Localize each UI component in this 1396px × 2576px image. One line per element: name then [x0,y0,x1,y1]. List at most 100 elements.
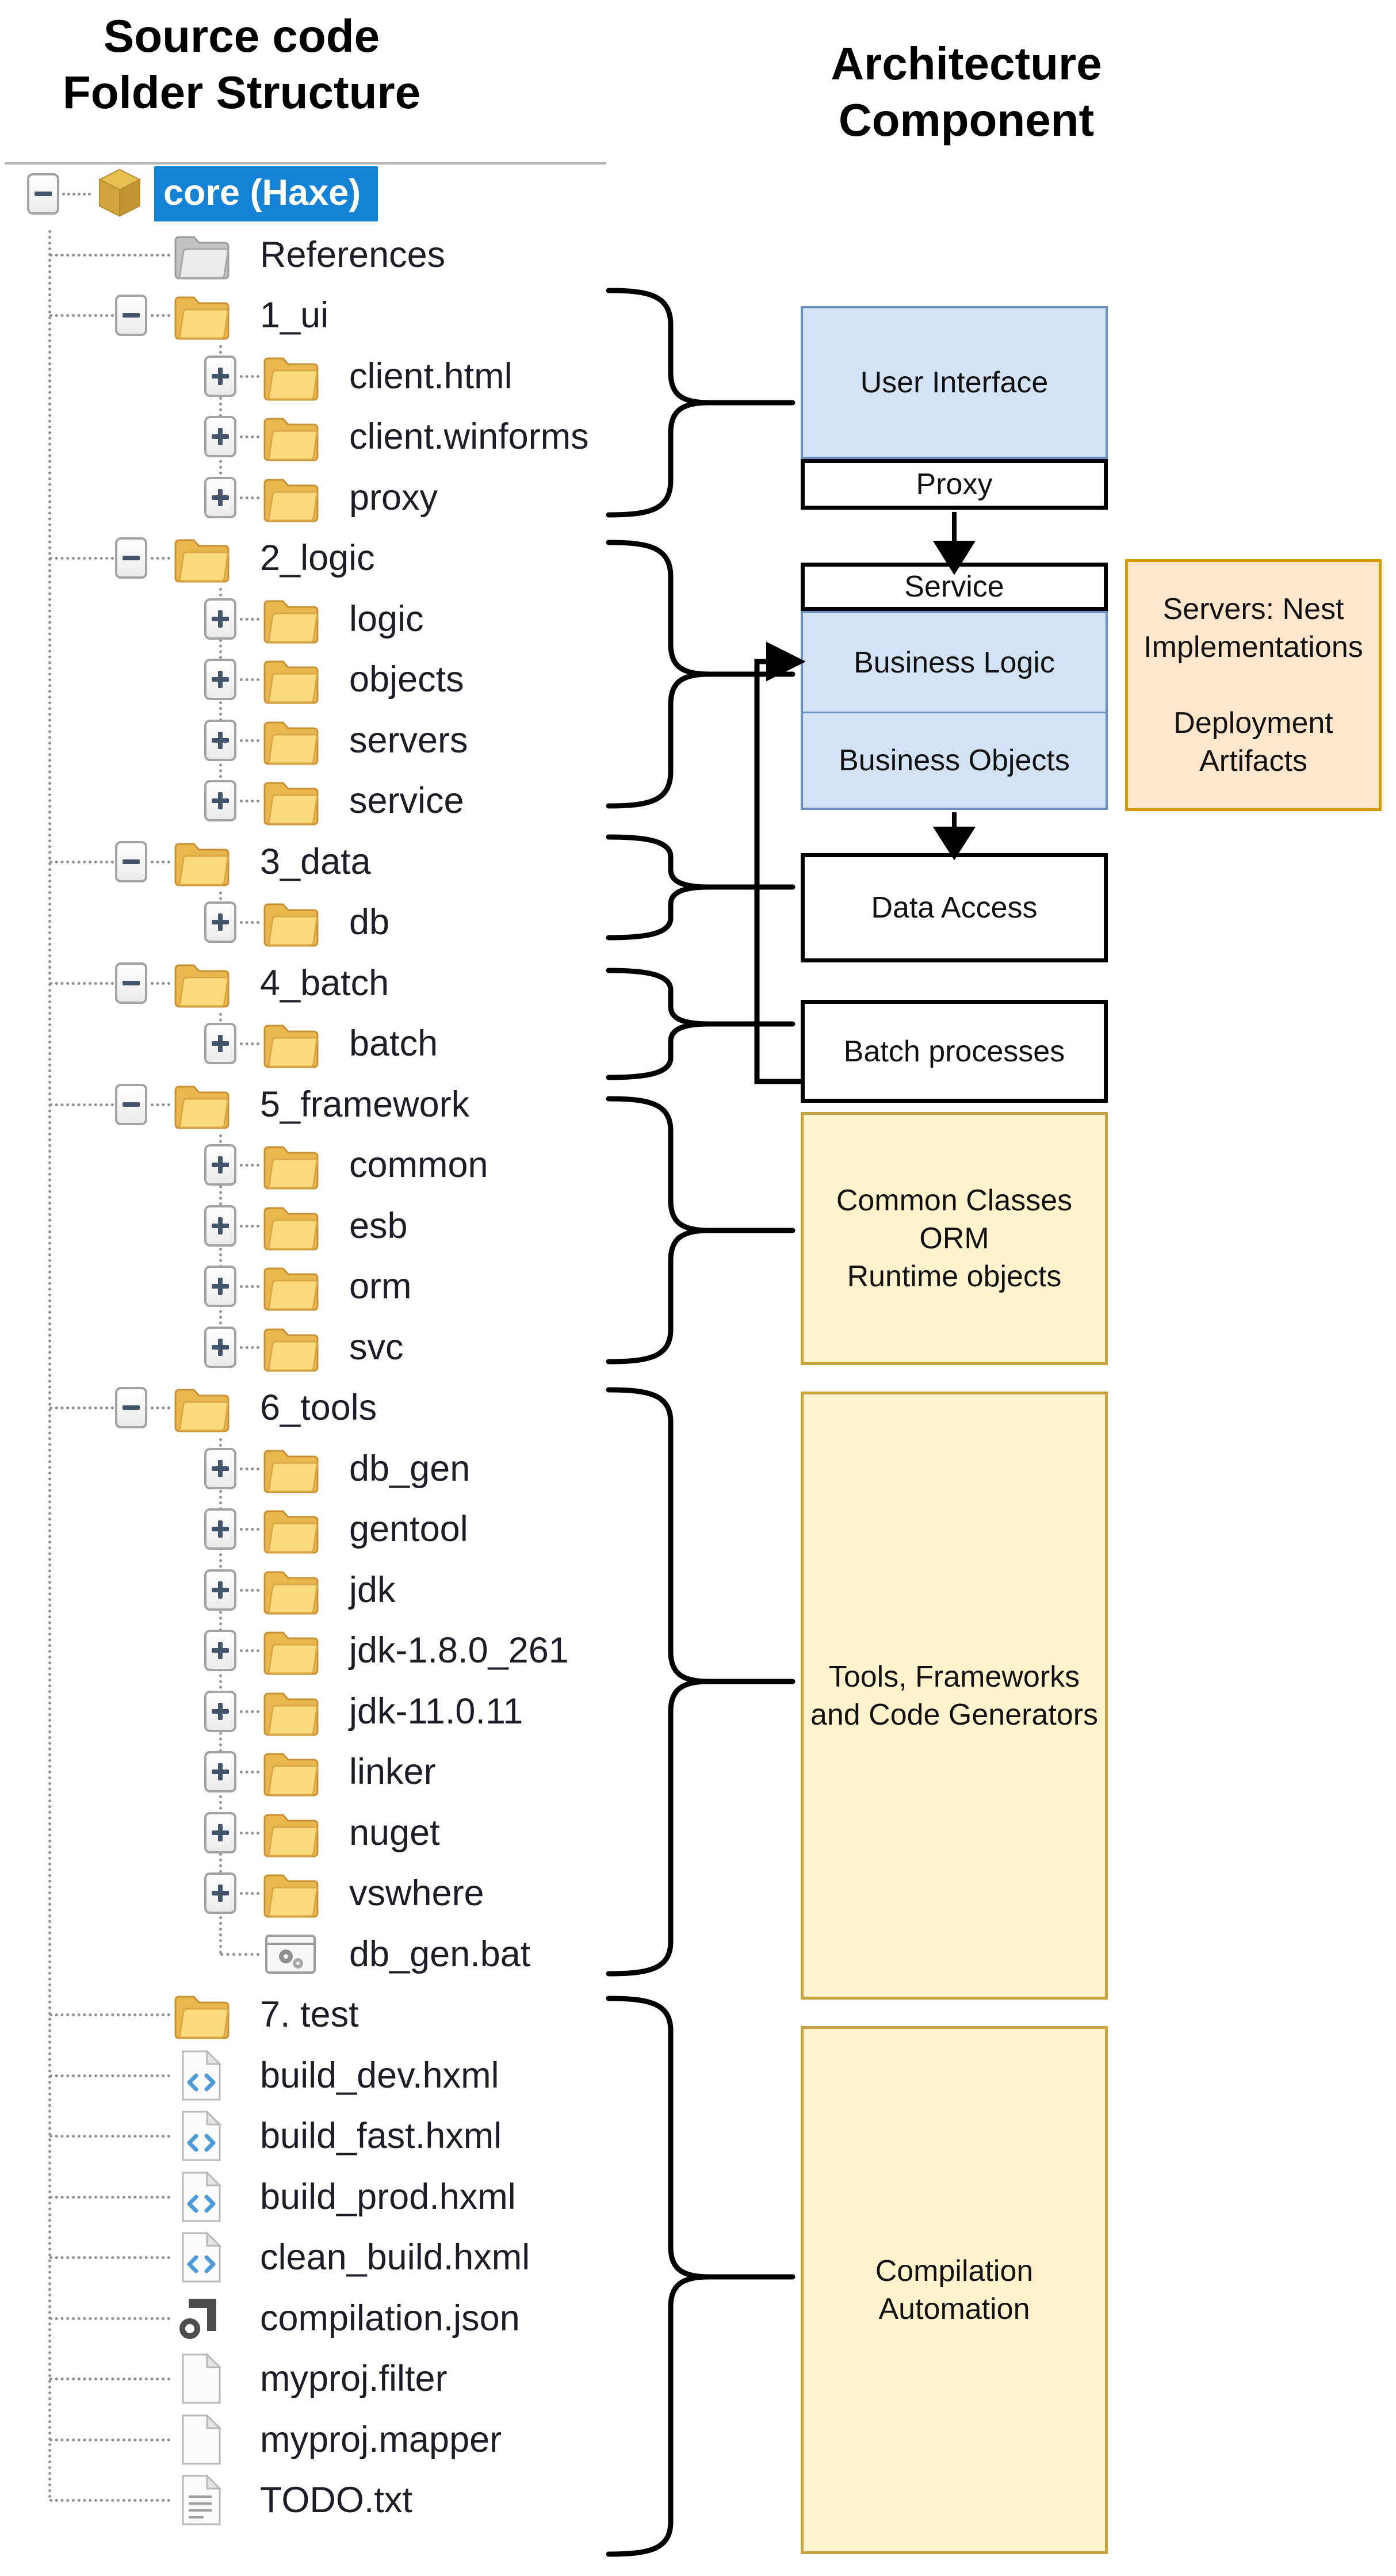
tree-item-label: References [260,234,446,275]
tree-item-todo-txt[interactable]: TODO.txt [0,2470,719,2530]
tree-item-references[interactable]: References [0,225,719,285]
expander-plus-icon[interactable] [204,476,236,518]
tree-item-vswhere[interactable]: vswhere [0,1863,719,1923]
expander-plus-icon[interactable] [204,901,236,943]
tree-item-label: 7. test [260,1994,359,2035]
tree-item-build-dev-hxml[interactable]: build_dev.hxml [0,2046,719,2105]
expander-minus-icon[interactable] [115,537,147,579]
expander-plus-icon[interactable] [204,1023,236,1064]
expander-minus-icon[interactable] [115,1387,147,1428]
folder-icon [262,774,319,827]
folder-icon [262,410,319,463]
expander-plus-icon[interactable] [204,1811,236,1853]
tree-item-common[interactable]: common [0,1135,719,1195]
expander-minus-icon[interactable] [115,840,147,882]
tree-item-myproj-filter[interactable]: myproj.filter [0,2349,719,2409]
tree-connector-line [151,1407,170,1409]
tree-connector-line [240,739,259,742]
tree-item-objects[interactable]: objects [0,649,719,709]
box-service: Service [801,563,1108,611]
json-file-icon [173,2292,230,2345]
folder-icon [262,1138,319,1191]
tree-connector-line [240,1892,259,1895]
expander-plus-icon[interactable] [204,1205,236,1247]
expander-plus-icon[interactable] [204,1447,236,1489]
tree-item-2-logic[interactable]: 2_logic [0,528,719,588]
tree-item-core-haxe[interactable]: core (Haxe) [0,164,719,224]
tree-connector-line [49,253,170,257]
tree-item-6-tools[interactable]: 6_tools [0,1378,719,1438]
tree-item-label: 6_tools [260,1388,377,1428]
tree-item-linker[interactable]: linker [0,1742,719,1802]
expander-plus-icon[interactable] [204,780,236,821]
tree-item-label: clean_build.hxml [260,2237,530,2277]
tree-item-gentool[interactable]: gentool [0,1499,719,1559]
expander-minus-icon[interactable] [27,173,59,215]
expander-plus-icon[interactable] [204,1144,236,1186]
tree-item-label: 3_data [260,841,371,882]
expander-plus-icon[interactable] [204,1569,236,1611]
tree-item-service[interactable]: service [0,771,719,831]
folder-icon [262,1624,319,1677]
expander-plus-icon[interactable] [204,598,236,640]
tree-item-db[interactable]: db [0,892,719,952]
architecture-title: Architecture Component [831,38,1102,146]
expander-minus-icon[interactable] [115,962,147,1004]
tree-item-batch[interactable]: batch [0,1014,719,1073]
tree-item-label: logic [349,598,424,639]
tree-item-jdk[interactable]: jdk [0,1560,719,1620]
tree-item-clean-build-hxml[interactable]: clean_build.hxml [0,2227,719,2287]
expander-plus-icon[interactable] [204,659,236,700]
expander-plus-icon[interactable] [204,719,236,761]
expander-minus-icon[interactable] [115,1083,147,1125]
arrowhead-objects-data-access [932,827,976,861]
tree-item-compilation-json[interactable]: compilation.json [0,2288,719,2348]
tree-item-build-prod-hxml[interactable]: build_prod.hxml [0,2167,719,2227]
expander-plus-icon[interactable] [204,1266,236,1307]
tree-item-proxy[interactable]: proxy [0,468,719,528]
expander-plus-icon[interactable] [204,1872,236,1914]
tree-item-label: service [349,781,464,821]
tree-item-logic[interactable]: logic [0,589,719,649]
tree-item-myproj-mapper[interactable]: myproj.mapper [0,2410,719,2470]
tree-item-build-fast-hxml[interactable]: build_fast.hxml [0,2106,719,2166]
expander-minus-icon[interactable] [115,295,147,336]
expander-plus-icon[interactable] [204,1690,236,1732]
tree-item-label: compilation.json [260,2298,520,2338]
tree-connector-line [240,1649,259,1652]
box-data-access-label: Data Access [871,891,1038,924]
expander-plus-icon[interactable] [204,416,236,457]
tree-item-jdk-11-0-11[interactable]: jdk-11.0.11 [0,1681,719,1741]
tree-connector-line [240,1831,259,1834]
tree-item-client-winforms[interactable]: client.winforms [0,407,719,467]
tree-item-1-ui[interactable]: 1_ui [0,285,719,345]
tree-item-orm[interactable]: orm [0,1256,719,1316]
tree-item-label: 5_framework [260,1084,470,1125]
expander-plus-icon[interactable] [204,1326,236,1368]
box-business-objects-label: Business Objects [839,744,1070,777]
tree-item-jdk-1-8-0-261[interactable]: jdk-1.8.0_261 [0,1620,719,1680]
tree-item-db-gen[interactable]: db_gen [0,1439,719,1499]
tree-connector-line [240,1771,259,1774]
tree-item-db-gen-bat[interactable]: db_gen.bat [0,1924,719,1984]
tree-item-nuget[interactable]: nuget [0,1803,719,1863]
tree-connector-line [49,314,114,317]
tree-connector-line [49,981,114,985]
tree-item-client-html[interactable]: client.html [0,346,719,406]
tree-item-4-batch[interactable]: 4_batch [0,953,719,1013]
expander-plus-icon[interactable] [204,1751,236,1793]
folder-icon [262,350,319,403]
folder-icon [173,289,230,342]
tree-item-7-test[interactable]: 7. test [0,1985,719,2044]
tree-item-esb[interactable]: esb [0,1196,719,1256]
expander-plus-icon[interactable] [204,1508,236,1550]
expander-plus-icon[interactable] [204,355,236,397]
tree-item-5-framework[interactable]: 5_framework [0,1075,719,1134]
tree-connector-line [240,1710,259,1713]
tree-item-svc[interactable]: svc [0,1317,719,1377]
expander-plus-icon[interactable] [204,1630,236,1671]
tree-item-servers[interactable]: servers [0,710,719,770]
code-file-icon [173,2170,230,2223]
tree-item-label: client.winforms [349,416,589,457]
tree-item-3-data[interactable]: 3_data [0,832,719,892]
